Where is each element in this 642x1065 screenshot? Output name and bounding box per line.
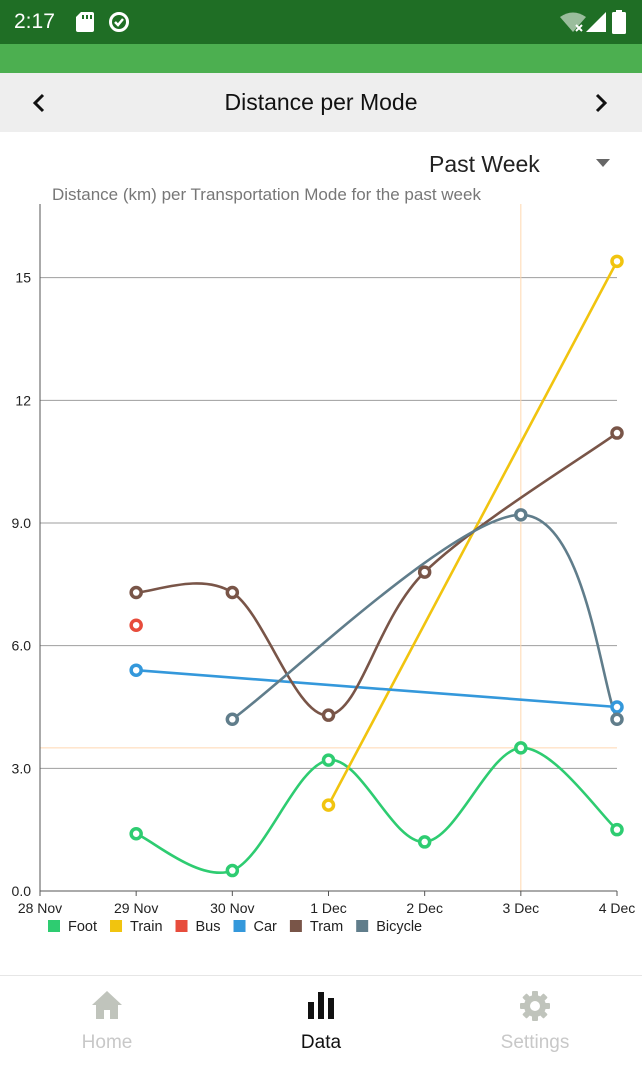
data-point-car [610, 700, 624, 714]
legend-swatch-foot [48, 920, 60, 932]
x-tick-label: 30 Nov [210, 900, 254, 916]
chevron-right-icon [595, 93, 608, 113]
data-point-foot [514, 741, 528, 755]
sd-card-icon [76, 12, 94, 32]
nav-home-label: Home [81, 1032, 133, 1053]
legend-swatch-train [110, 920, 123, 932]
status-time: 2:17 [14, 10, 55, 33]
nav-settings[interactable]: Settings [428, 976, 642, 1065]
nav-home[interactable]: Home [0, 976, 214, 1065]
y-tick-label: 3.0 [12, 760, 32, 776]
x-tick-label: 29 Nov [114, 900, 158, 916]
data-point-bicycle [610, 712, 624, 727]
data-point-foot [225, 863, 240, 878]
chevron-left-icon [32, 93, 45, 113]
data-point-tram [321, 708, 336, 722]
data-point-bicycle [514, 508, 528, 522]
home-icon [92, 991, 122, 1019]
legend-label-car: Car [254, 919, 278, 935]
bar-chart-icon [308, 992, 334, 1019]
title-bar: Distance per Mode [0, 73, 642, 132]
series-line-car [136, 668, 618, 709]
data-point-tram [225, 585, 240, 600]
series-line-foot [135, 746, 618, 874]
chart-title: Distance (km) per Transportation Mode fo… [52, 185, 481, 204]
app-bar [0, 44, 642, 73]
data-point-foot [129, 827, 143, 841]
series-line-tram [136, 432, 618, 717]
data-point-car [129, 663, 143, 677]
period-dropdown-value: Past Week [429, 151, 540, 177]
previous-button[interactable] [10, 73, 70, 132]
x-tick-label: 2 Dec [406, 900, 443, 916]
legend-label-foot: Foot [68, 919, 97, 935]
nav-data[interactable]: Data [214, 976, 428, 1065]
y-tick-label: 9.0 [12, 515, 32, 531]
data-point-bicycle [225, 712, 240, 727]
x-tick-label: 28 Nov [18, 900, 62, 916]
y-tick-label: 12 [15, 392, 31, 408]
page-title: Distance per Mode [224, 89, 418, 115]
period-dropdown[interactable]: Past Week [420, 143, 620, 187]
y-tick-label: 15 [15, 270, 31, 286]
legend-swatch-bus [175, 920, 188, 932]
dropdown-arrow-icon [596, 159, 610, 167]
legend-label-bicycle: Bicycle [376, 919, 422, 935]
battery-icon [612, 10, 626, 34]
data-point-foot [321, 753, 336, 767]
nav-settings-label: Settings [500, 1032, 570, 1053]
x-tick-label: 4 Dec [599, 900, 636, 916]
data-point-tram [129, 585, 143, 600]
legend-label-bus: Bus [196, 919, 221, 935]
bottom-navigation: Home Data Settings [0, 975, 642, 1065]
next-button[interactable] [572, 73, 632, 132]
data-saver-icon [109, 12, 129, 32]
x-tick-label: 3 Dec [503, 900, 540, 916]
nav-data-label: Data [300, 1032, 342, 1053]
gear-icon [520, 991, 550, 1021]
legend-swatch-car [233, 920, 246, 932]
data-point-tram [610, 426, 624, 440]
legend-swatch-tram [289, 920, 302, 932]
x-tick-label: 1 Dec [310, 900, 347, 916]
data-point-tram [417, 565, 432, 579]
y-tick-label: 0.0 [12, 883, 32, 899]
legend-label-tram: Tram [310, 919, 343, 935]
signal-icon [586, 12, 606, 32]
status-bar: 2:17 [0, 0, 642, 44]
data-point-bus [129, 618, 143, 632]
series-line-bicycle [231, 513, 619, 721]
legend-label-train: Train [130, 919, 163, 935]
data-point-train [321, 798, 336, 812]
data-point-foot [417, 835, 432, 849]
distance-chart: Distance (km) per Transportation Mode fo… [12, 185, 636, 935]
y-tick-label: 6.0 [12, 638, 32, 654]
data-point-foot [610, 822, 624, 837]
data-point-train [610, 254, 624, 269]
legend-swatch-bicycle [356, 920, 369, 932]
wifi-icon [560, 12, 586, 32]
